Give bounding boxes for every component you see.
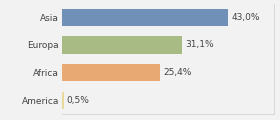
Text: 25,4%: 25,4% xyxy=(163,68,191,77)
Text: 31,1%: 31,1% xyxy=(185,40,214,49)
Text: 0,5%: 0,5% xyxy=(67,96,90,105)
Text: 43,0%: 43,0% xyxy=(231,13,260,22)
Bar xyxy=(62,64,160,81)
Bar xyxy=(62,92,64,109)
Bar xyxy=(62,36,182,54)
Bar xyxy=(62,9,228,26)
